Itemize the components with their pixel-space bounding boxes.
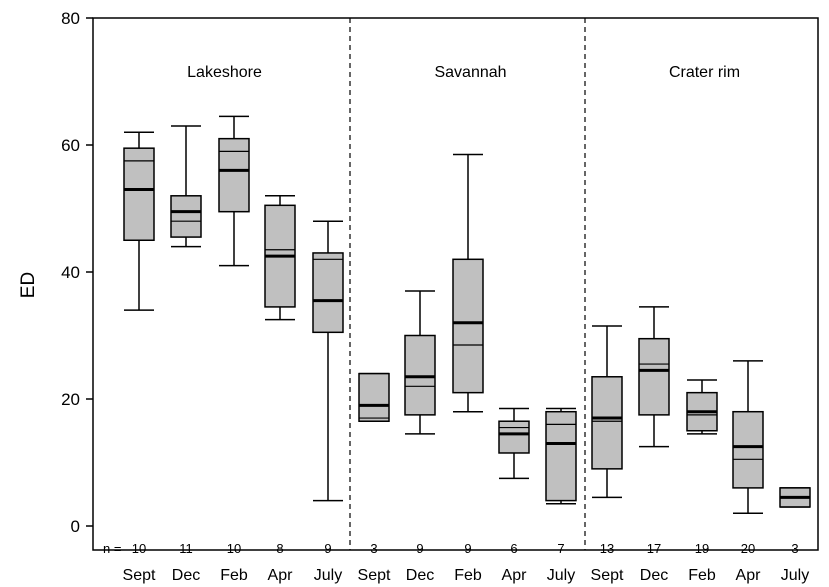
sample-size-label: 7 [557,541,564,556]
sample-size-label: 6 [510,541,517,556]
y-tick-label: 80 [61,9,80,28]
box-whisker [264,195,296,321]
category-label: July [314,567,342,584]
group-name-label: Crater rim [669,64,740,81]
group-name-label: Savannah [434,64,506,81]
y-axis: 0 20 40 60 80 [61,9,93,536]
group-separators [349,18,586,550]
box-whisker [779,487,811,508]
iqr-box [638,337,670,416]
sample-size-label: 10 [132,541,146,556]
iqr-box [732,410,764,489]
sample-size-label: 3 [370,541,377,556]
iqr-box [498,420,530,454]
group-name-label: Lakeshore [187,64,262,81]
category-label: Sept [358,567,391,584]
box-whisker [498,407,530,480]
category-label: Apr [736,567,762,584]
category-label: Dec [406,567,434,584]
category-label: July [547,567,575,584]
category-label: Feb [454,567,482,584]
iqr-box [218,137,250,213]
sample-size-label: 13 [600,541,614,556]
sample-size-label: 9 [416,541,423,556]
iqr-box [170,195,202,238]
iqr-box [545,410,577,502]
category-labels: n = Lakeshore 10 Sept 11 Dec 10 Feb 8 Apr 9 July Sav… [103,64,809,584]
sample-size-label: 19 [695,541,709,556]
iqr-box [123,147,155,241]
plot-frame [92,17,819,551]
iqr-box [452,258,484,394]
box-whisker [545,407,577,505]
iqr-box [358,372,390,422]
sample-size-label: 9 [324,541,331,556]
category-label: Apr [268,567,294,584]
y-tick-label: 0 [71,517,80,536]
box-whisker [686,379,718,435]
iqr-box [404,334,436,416]
box-whisker [452,153,484,413]
box-whisker [404,290,436,435]
box-whisker [358,372,390,422]
category-label: Dec [172,567,200,584]
y-axis-label: ED [18,272,39,298]
sample-size-label: 8 [276,541,283,556]
category-label: Sept [123,567,156,584]
sample-size-label: 10 [227,541,241,556]
box-whisker [218,115,250,267]
box-whisker [638,306,670,448]
category-label: Apr [502,567,528,584]
box-whisker [170,125,202,248]
category-label: Feb [688,567,716,584]
y-tick-label: 40 [61,263,80,282]
sample-size-label: 11 [179,541,193,556]
category-label: Feb [220,567,248,584]
category-label: Dec [640,567,668,584]
box-whisker [123,131,155,311]
boxes [123,115,811,515]
sample-size-label: 3 [791,541,798,556]
box-whisker [732,360,764,515]
iqr-box [312,252,344,334]
n-prefix-label: n = [103,541,121,556]
box-whisker [312,220,344,502]
iqr-box [591,376,623,470]
category-label: July [781,567,809,584]
category-label: Sept [591,567,624,584]
y-tick-label: 20 [61,390,80,409]
sample-size-label: 17 [647,541,661,556]
sample-size-label: 20 [741,541,755,556]
sample-size-label: 9 [464,541,471,556]
box-whisker [591,325,623,499]
y-tick-label: 60 [61,136,80,155]
